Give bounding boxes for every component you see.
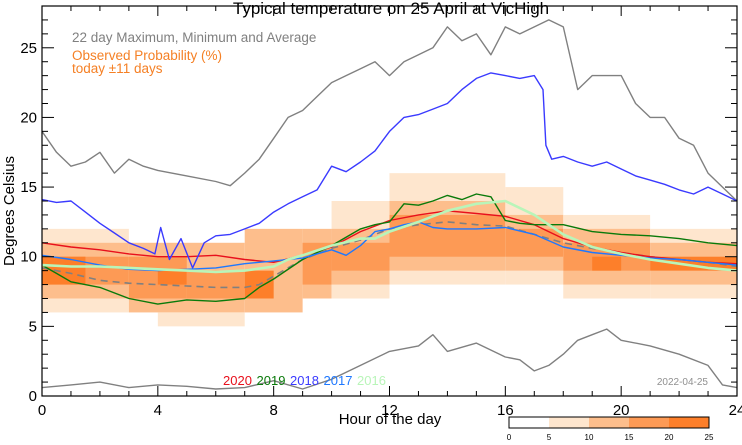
colorbar-tick-label: 0 xyxy=(507,433,512,442)
probability-cell xyxy=(302,242,332,285)
date-stamp: 2022-04-25 xyxy=(657,377,709,388)
series-line-22-day-maximum xyxy=(41,19,738,202)
legend-summary-label: 22 day Maximum, Minimum and Average xyxy=(72,30,316,45)
colorbar-tick-label: 10 xyxy=(585,433,594,442)
year-legend-2016: 2016 xyxy=(357,373,386,388)
colorbar: 0 5 10 15 20 25 xyxy=(507,416,714,442)
series-line-2016 xyxy=(41,199,738,274)
x-tick-label: 24 xyxy=(729,402,742,419)
colorbar-tick-label: 25 xyxy=(705,433,714,442)
colorbar-swatch xyxy=(669,417,709,428)
year-legend-2019: 2019 xyxy=(257,373,286,388)
series-line-22-day-minimum xyxy=(41,328,738,390)
colorbar-swatch xyxy=(549,417,589,428)
colorbar-tick-label: 15 xyxy=(625,433,634,442)
legend-probability-label: Observed Probability (%) xyxy=(72,48,222,63)
y-tick-label: 25 xyxy=(20,40,37,57)
colorbar-swatch xyxy=(629,417,669,428)
y-tick-label: 15 xyxy=(20,179,37,196)
axis-ticks: 0 4 8 12 16 20 24 0 5 10 15 20 25 xyxy=(20,5,742,419)
colorbar-tick-label: 20 xyxy=(665,433,674,442)
y-tick-label: 20 xyxy=(20,109,37,126)
year-legend-2018: 2018 xyxy=(290,373,319,388)
year-legend-2020: 2020 xyxy=(223,373,252,388)
colorbar-swatch xyxy=(589,417,629,428)
probability-cell xyxy=(650,256,737,271)
probability-cell xyxy=(157,312,245,327)
probability-cell xyxy=(157,270,187,285)
x-tick-label: 0 xyxy=(38,402,46,419)
x-tick-label: 12 xyxy=(381,402,398,419)
year-legend-2017: 2017 xyxy=(324,373,353,388)
year-legend: 2020 2019 2018 2017 2016 xyxy=(223,373,386,388)
x-tick-label: 4 xyxy=(154,402,162,419)
x-tick-label: 8 xyxy=(269,402,277,419)
colorbar-swatch xyxy=(509,417,549,428)
y-axis-title: Degrees Celsius xyxy=(1,156,18,266)
probability-cell xyxy=(592,256,622,271)
y-tick-label: 10 xyxy=(20,249,37,266)
probability-cell xyxy=(331,242,390,271)
colorbar-frame xyxy=(508,416,710,429)
x-tick-label: 16 xyxy=(497,402,514,419)
legend-probability-days: today ±11 days xyxy=(72,61,163,76)
y-tick-label: 5 xyxy=(29,318,37,335)
chart-title: Typical temperature on 25 April at VicHi… xyxy=(233,0,549,18)
x-axis-title: Hour of the day xyxy=(339,411,442,428)
series-line-2018 xyxy=(41,72,738,269)
probability-cell xyxy=(389,214,506,257)
series-line-2020 xyxy=(41,210,738,265)
series-lines xyxy=(41,19,738,390)
probability-cell xyxy=(186,270,245,299)
colorbar-tick-label: 5 xyxy=(547,433,552,442)
series-line-2019 xyxy=(41,193,738,305)
x-tick-label: 20 xyxy=(613,402,630,419)
y-tick-label: 0 xyxy=(29,388,37,405)
